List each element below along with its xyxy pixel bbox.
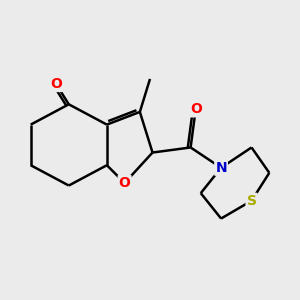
Text: N: N [215,161,227,175]
Text: O: O [50,77,62,91]
Text: O: O [119,176,130,190]
Text: S: S [247,194,256,208]
Text: O: O [190,102,202,116]
